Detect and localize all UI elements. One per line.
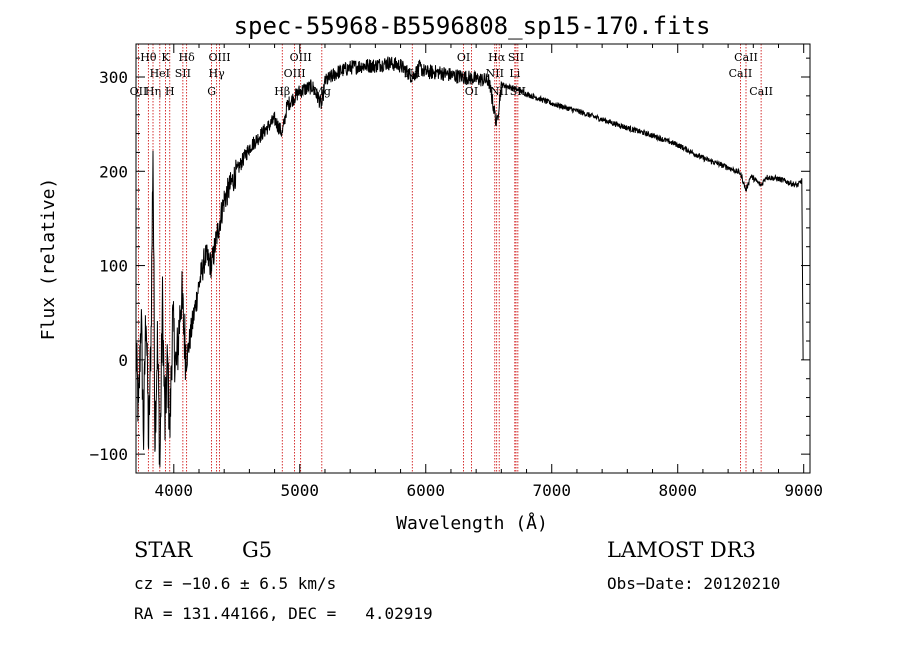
chart-title: spec-55968-B5596808_sp15-170.fits [234, 12, 711, 40]
x-tick-label: 8000 [658, 481, 697, 500]
marker-label-22: SII [508, 51, 524, 64]
marker-label-9: Hγ [209, 67, 226, 80]
coordinates: RA = 131.44166, DEC = 4.02919 [134, 604, 433, 623]
redshift-cz: cz = −10.6 ± 6.5 km/s [134, 574, 337, 593]
marker-label-8: G [207, 85, 216, 98]
marker-label-6: SII [175, 67, 191, 80]
x-tick-label: 7000 [532, 481, 571, 500]
marker-label-11: Hβ [274, 85, 290, 98]
spectrum-chart: spec-55968-B5596808_sp15-170.fits OII Hθ H… [38, 12, 823, 534]
marker-label-2: Hη [145, 85, 161, 98]
plot-frame [135, 43, 811, 474]
x-tick-label: 4000 [155, 481, 194, 500]
marker-label-4: K [161, 51, 170, 64]
marker-label-12: OIII [284, 67, 306, 80]
line-markers: OIIHθHηHeIKHSIIHδGHγOIIIHβOIIIOIIIMgNaOI… [130, 44, 773, 473]
x-tick-label: 5000 [281, 481, 320, 500]
y-tick-label: 200 [99, 162, 128, 181]
marker-label-13: OIII [290, 51, 312, 64]
marker-label-3: HeI [150, 67, 170, 80]
subclass: G5 [242, 538, 273, 562]
marker-label-0: OII [130, 85, 148, 98]
marker-label-25: CaII [734, 51, 758, 64]
marker-label-10: OIII [208, 51, 230, 64]
marker-label-16: OI [457, 51, 470, 64]
y-tick-label: 100 [99, 257, 128, 276]
y-tick-label: 300 [99, 68, 128, 87]
spectrum-line [135, 56, 804, 468]
axis-ticks: 4000 5000 6000 7000 8000 9000 −100 0 100 200 300 [89, 44, 823, 500]
object-class: STAR [134, 538, 193, 562]
marker-label-5: H [165, 85, 175, 98]
marker-label-20: NII [490, 85, 508, 98]
marker-label-1: Hθ [140, 51, 157, 64]
x-tick-label: 9000 [784, 481, 823, 500]
survey-name: LAMOST DR3 [607, 538, 756, 562]
y-tick-label: 0 [118, 351, 128, 370]
marker-label-26: CaII [749, 85, 773, 98]
x-axis-label: Wavelength (Å) [396, 512, 548, 534]
marker-label-17: OI [465, 85, 478, 98]
y-axis-label: Flux (relative) [38, 178, 59, 341]
marker-label-19: Hα [488, 51, 506, 64]
marker-label-21: Li [509, 67, 520, 80]
marker-label-18: NII [486, 67, 504, 80]
marker-label-7: Hδ [179, 51, 196, 64]
x-tick-label: 6000 [406, 481, 445, 500]
y-tick-label: −100 [89, 445, 128, 464]
marker-label-24: CaII [729, 67, 753, 80]
observation-date: Obs−Date: 20120210 [607, 574, 781, 593]
